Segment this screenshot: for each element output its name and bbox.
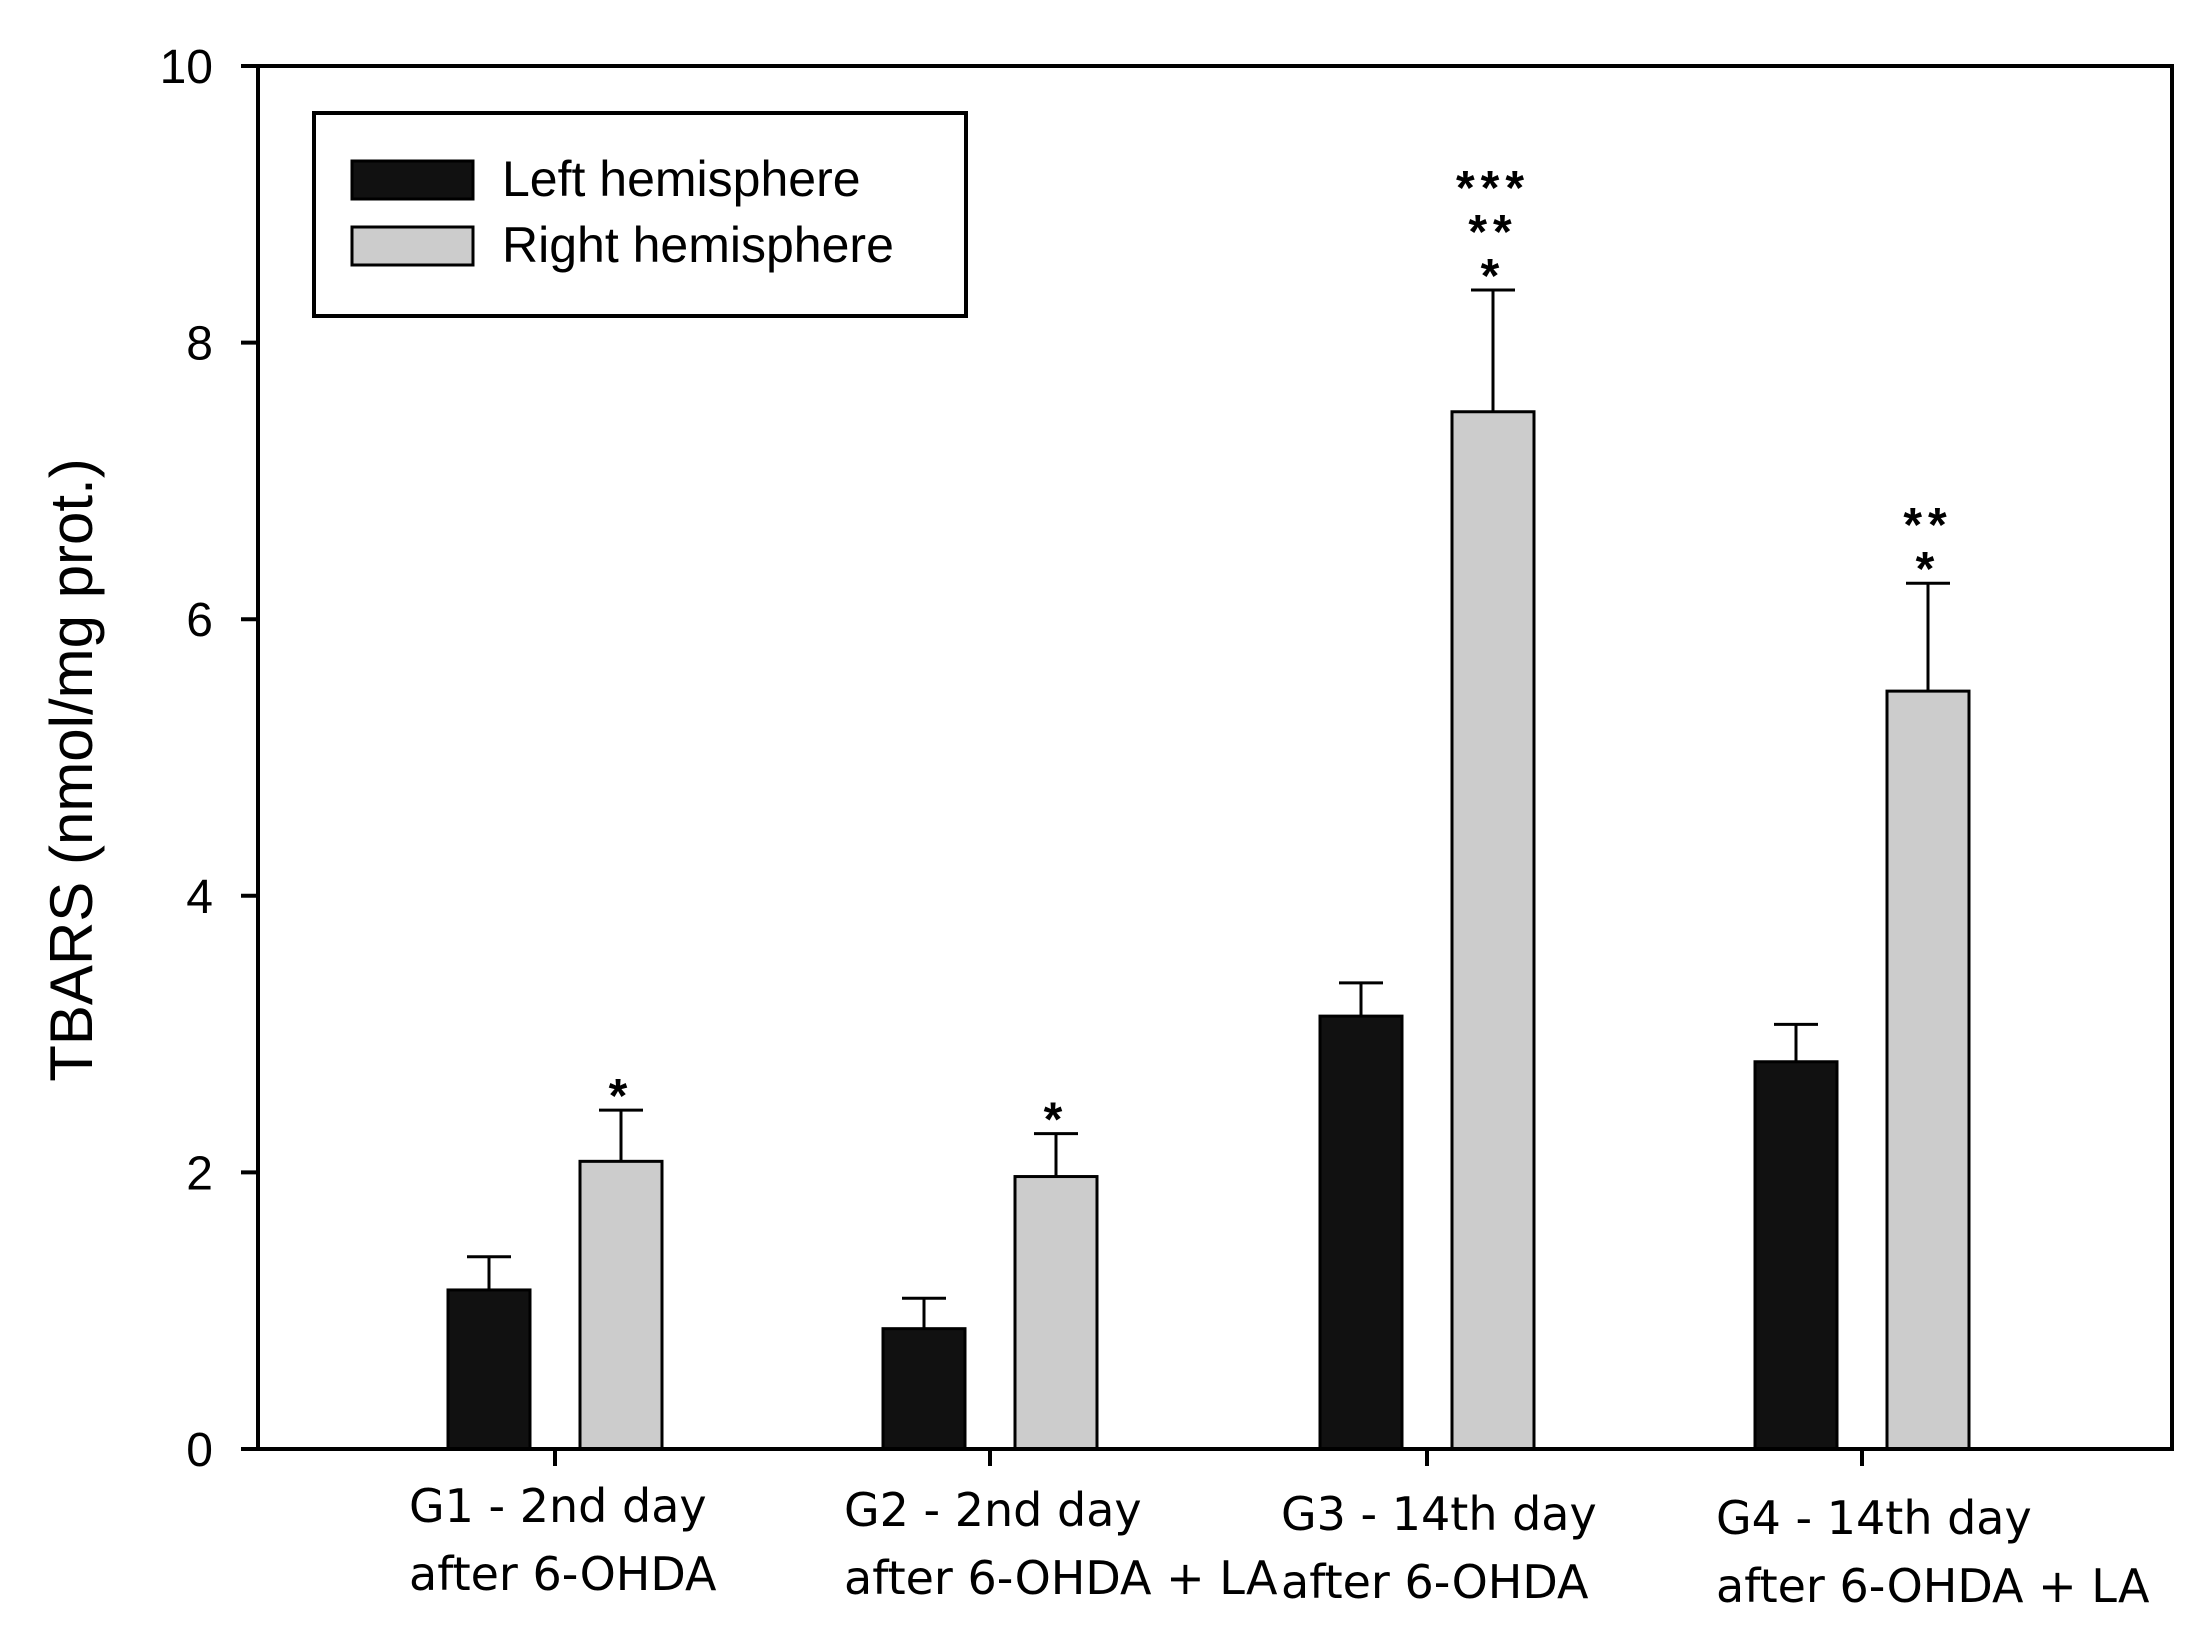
x-tick-label-line1: G3 - 14th day (1281, 1487, 1597, 1541)
y-axis-label: TBARS (nmol/mg prot.) (38, 458, 105, 1081)
x-tick-label-line2: after 6-OHDA + LA (1716, 1559, 2150, 1613)
significance-marker: * (609, 1070, 634, 1123)
bar-right-1 (578, 1159, 664, 1451)
y-tick-label: 4 (186, 871, 213, 924)
x-tick-label-line2: after 6-OHDA + LA (844, 1551, 1278, 1605)
legend: Left hemisphere Right hemisphere (312, 111, 968, 318)
y-tick-label: 2 (186, 1147, 213, 1200)
x-tick-label-line1: G4 - 14th day (1716, 1491, 2032, 1545)
legend-label-left: Left hemisphere (502, 151, 861, 207)
significance-marker: * (1044, 1094, 1069, 1147)
x-tick-label-line1: G2 - 2nd day (844, 1483, 1142, 1537)
legend-swatch-left (350, 159, 475, 201)
bar-right-4 (1885, 689, 1971, 1451)
y-tick-label: 0 (186, 1424, 213, 1477)
bar-left-3 (1318, 1014, 1404, 1451)
bar-right-2 (1013, 1175, 1099, 1451)
significance-marker: * (1916, 543, 1941, 596)
bar-right-3 (1450, 410, 1536, 1451)
x-tick-label-line1: G1 - 2nd day (409, 1479, 707, 1533)
bar-left-2 (881, 1327, 967, 1451)
bar-left-4 (1753, 1060, 1839, 1451)
plot-frame (256, 64, 2174, 1451)
x-tick-label-line2: after 6-OHDA (1281, 1555, 1589, 1609)
significance-marker: * (1481, 250, 1506, 303)
legend-box (312, 111, 968, 318)
y-tick-label: 8 (186, 318, 213, 371)
legend-swatch-right (350, 225, 475, 267)
significance-marker: *** (1456, 162, 1530, 215)
legend-label-right: Right hemisphere (502, 217, 894, 273)
x-tick-label-line2: after 6-OHDA (409, 1547, 717, 1601)
y-tick-label: 10 (160, 41, 213, 94)
y-tick-label: 6 (186, 594, 213, 647)
significance-marker: ** (1903, 499, 1952, 552)
bar-left-1 (446, 1288, 532, 1451)
significance-marker: ** (1468, 206, 1517, 259)
